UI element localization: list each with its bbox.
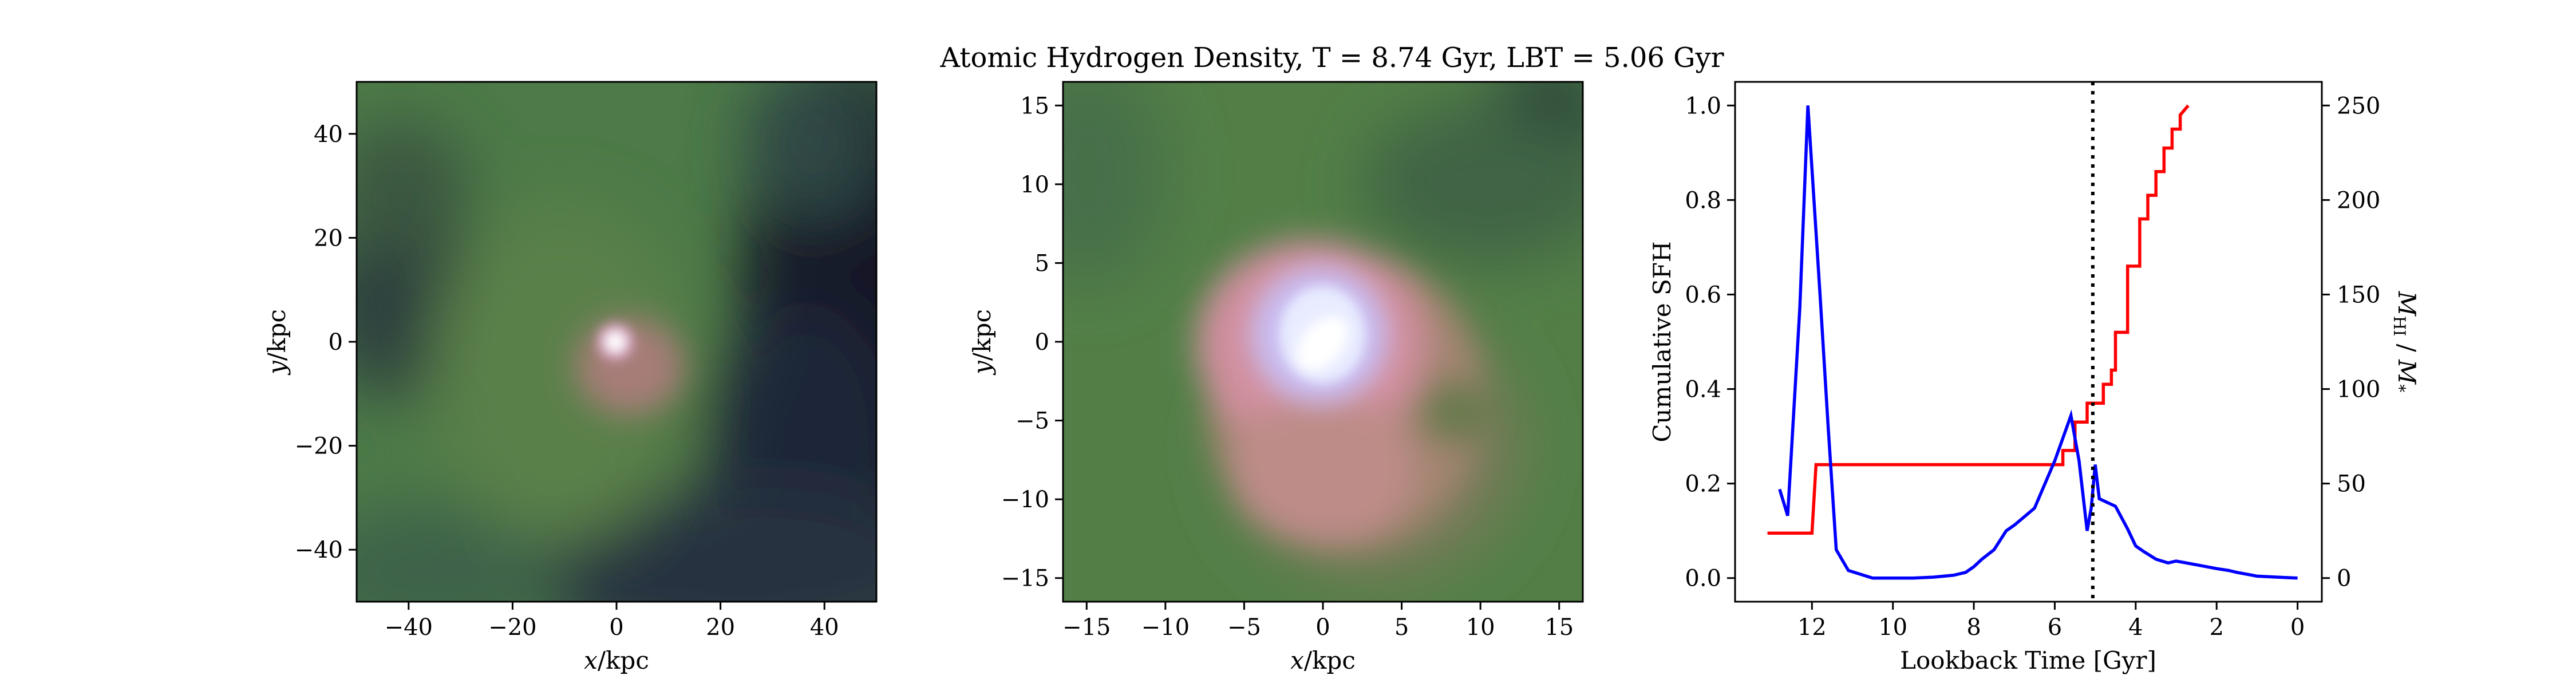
- history-x-tick-label: 12: [1797, 614, 1827, 641]
- zoom-map-y-tick-label: −10: [1001, 487, 1049, 513]
- history-x-tick-label: 0: [2290, 614, 2305, 641]
- zoom-map-y-tick-label: −5: [1016, 408, 1049, 435]
- history-y-tick-label-left: 0.8: [1685, 187, 1721, 214]
- history-y-tick-label-left: 0.2: [1685, 471, 1721, 498]
- wide-map-x-tick-label: −20: [488, 614, 536, 641]
- zoom-map-y-tick-label: 5: [1035, 250, 1049, 277]
- history-x-ticks: 12 10 8 6 4 2 0: [1797, 602, 2305, 641]
- wide-map-y-tick-label: −20: [295, 433, 343, 460]
- zoom-map-image: [1063, 82, 1583, 602]
- wide-map-y-tick-label: −40: [295, 537, 343, 563]
- history-x-label: Lookback Time [Gyr]: [1900, 646, 2156, 674]
- history-y-label-right: MHI / M*: [2390, 291, 2421, 392]
- history-x-tick-label: 4: [2128, 614, 2143, 641]
- wide-map-y-ticks: −40 −20 0 20 40: [295, 121, 357, 563]
- history-y-ticks-right: 0 50 100 150 200 250: [2322, 93, 2380, 592]
- history-y-tick-label-right: 150: [2337, 282, 2380, 308]
- zoom-map-y-tick-label: 10: [1020, 172, 1049, 198]
- history-y-tick-label-right: 250: [2337, 93, 2380, 119]
- zoom-map-x-tick-label: 0: [1315, 614, 1330, 641]
- wide-map-panel: −40 −20 0 20 40 −40 −20 0 20 40 x/kpc y/kpc: [263, 81, 878, 674]
- history-y-tick-label-left: 1.0: [1685, 93, 1721, 119]
- zoom-map-y-tick-label: −15: [1001, 566, 1049, 592]
- history-y-tick-label-left: 0.6: [1685, 282, 1721, 308]
- history-y-tick-label-right: 50: [2337, 471, 2366, 498]
- history-x-tick-label: 6: [2048, 614, 2062, 641]
- zoom-map-x-tick-label: 10: [1466, 614, 1495, 641]
- history-x-tick-label: 10: [1878, 614, 1907, 641]
- zoom-map-x-ticks: −15 −10 −5 0 5 10 15: [1062, 602, 1574, 641]
- history-y-tick-label-right: 0: [2337, 566, 2351, 592]
- wide-map-y-label: y/kpc: [263, 309, 291, 376]
- cumulative-sfh-line: [1767, 104, 2190, 535]
- zoom-map-x-tick-label: 15: [1544, 614, 1574, 641]
- history-y-ticks-left: 0.0 0.2 0.4 0.6 0.8 1.0: [1685, 93, 1735, 592]
- hi-ratio-line: [1778, 105, 2298, 580]
- figure-title: Atomic Hydrogen Density, T = 8.74 Gyr, L…: [939, 42, 1724, 74]
- zoom-map-y-ticks: −15 −10 −5 0 5 10 15: [1001, 93, 1063, 592]
- history-y-label-left: Cumulative SFH: [1648, 241, 1676, 442]
- wide-map-y-tick-label: 20: [314, 225, 343, 251]
- history-y-tick-label-right: 200: [2337, 187, 2380, 214]
- zoom-map-y-label: y/kpc: [968, 309, 996, 376]
- wide-map-x-ticks: −40 −20 0 20 40: [385, 602, 839, 641]
- zoom-map-x-tick-label: −10: [1141, 614, 1190, 641]
- wide-map-x-tick-label: 40: [810, 614, 839, 641]
- wide-map-image: [357, 82, 876, 602]
- zoom-map-x-tick-label: −15: [1062, 614, 1111, 641]
- zoom-map-y-tick-label: 0: [1035, 329, 1049, 356]
- wide-map-x-tick-label: 20: [706, 614, 735, 641]
- history-axes-frame: [1734, 81, 2323, 603]
- history-x-tick-label: 2: [2209, 614, 2223, 641]
- zoom-map-x-label: x/kpc: [1290, 646, 1356, 674]
- history-series: [1767, 82, 2298, 602]
- zoom-map-y-tick-label: 15: [1020, 93, 1049, 119]
- history-panel: 12 10 8 6 4 2 0 0.0 0.2 0.4 0.6 0.8 1.0 0 50 100 150 20…: [1648, 81, 2421, 674]
- wide-map-x-tick-label: −40: [385, 614, 433, 641]
- zoom-map-panel: −15 −10 −5 0 5 10 15 −15 −10 −5 0 5 10 15 x/kpc y/kp…: [968, 81, 1584, 674]
- wide-map-y-tick-label: 40: [314, 121, 343, 148]
- zoom-map-x-tick-label: 5: [1394, 614, 1409, 641]
- wide-map-y-tick-label: 0: [329, 329, 343, 356]
- history-y-tick-label-right: 100: [2337, 377, 2380, 403]
- history-x-tick-label: 8: [1966, 614, 1981, 641]
- history-y-tick-label-left: 0.0: [1685, 566, 1721, 592]
- wide-map-x-label: x/kpc: [584, 646, 649, 674]
- history-y-tick-label-left: 0.4: [1685, 377, 1721, 403]
- wide-map-x-tick-label: 0: [609, 614, 623, 641]
- zoom-map-x-tick-label: −5: [1227, 614, 1261, 641]
